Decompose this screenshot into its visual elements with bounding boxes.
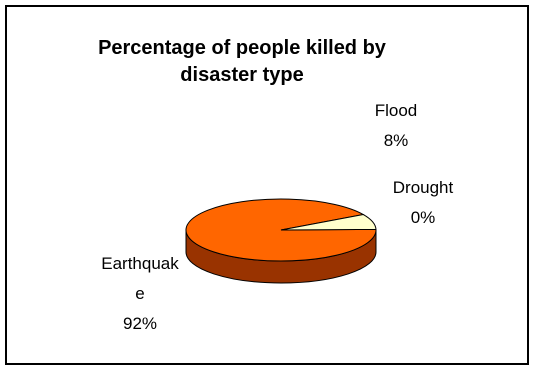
pie-chart: Flood 8% Drought 0% Earthquak e 92% — [101, 101, 454, 333]
pie-slice-flood — [280, 213, 377, 231]
earthquake-percent: 92% — [123, 314, 157, 333]
earthquake-label-line-2: e — [135, 284, 144, 303]
chart-title-line-2: disaster type — [180, 64, 304, 86]
flood-percent: 8% — [384, 131, 409, 150]
chart-area: Percentage of people killed by disaster … — [5, 5, 529, 365]
flood-label: Flood — [375, 101, 418, 120]
chart-title: Percentage of people killed by disaster … — [7, 35, 477, 89]
earthquake-label-line-1: Earthquak — [101, 254, 179, 273]
drought-percent: 0% — [411, 208, 436, 227]
chart-title-line-1: Percentage of people killed by — [98, 37, 386, 59]
drought-label: Drought — [393, 178, 454, 197]
